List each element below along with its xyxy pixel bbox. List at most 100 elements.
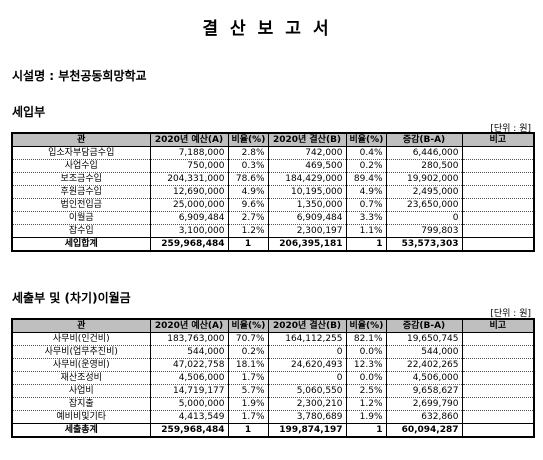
table-row: 예비비및기타 4,413,549 1.7% 3,780,689 1.9% 632,860: [11, 410, 535, 424]
value-cell: 1.7%: [227, 371, 269, 385]
expense-section-title: 세출부 및 (차기)이월금: [12, 291, 131, 305]
value-cell: 0.0%: [345, 371, 387, 385]
value-cell: 4.9%: [345, 185, 387, 199]
value-cell: 2.7%: [227, 211, 269, 225]
value-cell: 18.1%: [227, 358, 269, 372]
value-cell: [461, 358, 535, 372]
category-cell: 사무비(업무추진비): [11, 345, 151, 359]
value-cell: 1: [227, 237, 269, 252]
value-cell: [461, 146, 535, 160]
value-cell: 3,780,689: [267, 410, 347, 424]
table-row: 입소자부담금수입 7,188,000 2.8% 742,000 0.4% 6,446,00…: [11, 146, 535, 160]
table-row: 재산조성비 4,506,000 1.7% 0 0.0% 4,506,000: [11, 371, 535, 385]
value-cell: 1.2%: [345, 397, 387, 411]
value-cell: 259,968,484: [149, 423, 229, 438]
value-cell: 0.0%: [345, 345, 387, 359]
value-cell: 204,331,000: [149, 172, 229, 186]
value-cell: 183,763,000: [149, 332, 229, 346]
value-cell: 0.2%: [227, 345, 269, 359]
value-cell: [461, 345, 535, 359]
value-cell: 1: [227, 423, 269, 438]
value-cell: 742,000: [267, 146, 347, 160]
value-cell: 2.5%: [345, 384, 387, 398]
category-cell: 재산조성비: [11, 371, 151, 385]
value-cell: 19,902,000: [385, 172, 463, 186]
category-cell: 사업수입: [11, 159, 151, 173]
value-cell: 1: [345, 237, 387, 252]
table-row: 보조금수입 204,331,000 78.6% 184,429,000 89.4% 19,…: [11, 172, 535, 186]
value-cell: 2,495,000: [385, 185, 463, 199]
column-header: 비고: [461, 318, 535, 333]
value-cell: 4,413,549: [149, 410, 229, 424]
table-row: 사무비(업무추진비) 544,000 0.2% 0 0.0% 544,000: [11, 345, 535, 359]
value-cell: 89.4%: [345, 172, 387, 186]
column-header: 비율(%): [227, 132, 269, 147]
value-cell: 1.2%: [227, 224, 269, 238]
value-cell: 78.6%: [227, 172, 269, 186]
category-cell: 이월금: [11, 211, 151, 225]
category-cell: 입소자부담금수입: [11, 146, 151, 160]
value-cell: 14,719,177: [149, 384, 229, 398]
value-cell: 1: [345, 423, 387, 438]
value-cell: 5,000,000: [149, 397, 229, 411]
value-cell: 0.3%: [227, 159, 269, 173]
category-cell: 세출총계: [11, 423, 151, 438]
value-cell: 9.6%: [227, 198, 269, 212]
value-cell: 22,402,265: [385, 358, 463, 372]
value-cell: 544,000: [149, 345, 229, 359]
value-cell: 5.7%: [227, 384, 269, 398]
column-header: 증감(B-A): [385, 132, 463, 147]
value-cell: 7,188,000: [149, 146, 229, 160]
value-cell: 0.4%: [345, 146, 387, 160]
income-unit-label: [단위 : 원]: [490, 124, 531, 134]
category-cell: 예비비및기타: [11, 410, 151, 424]
value-cell: [461, 410, 535, 424]
table-row: 이월금 6,909,484 2.7% 6,909,484 3.3% 0: [11, 211, 535, 225]
value-cell: 0.7%: [345, 198, 387, 212]
value-cell: 2,699,790: [385, 397, 463, 411]
value-cell: 1.7%: [227, 410, 269, 424]
column-header: 비율(%): [345, 132, 387, 147]
value-cell: [461, 397, 535, 411]
facility-name: 시설명 : 부천공동희망학교: [12, 69, 147, 83]
value-cell: 4,506,000: [149, 371, 229, 385]
value-cell: 632,860: [385, 410, 463, 424]
column-header: 비율(%): [345, 318, 387, 333]
column-header: 2020년 예산(A): [149, 132, 229, 147]
value-cell: 1.9%: [345, 410, 387, 424]
category-cell: 잡지출: [11, 397, 151, 411]
value-cell: 0: [385, 211, 463, 225]
category-cell: 사무비(인건비): [11, 332, 151, 346]
value-cell: 6,909,484: [149, 211, 229, 225]
total-row: 세입합계 259,968,484 1 206,395,181 1 53,573,303: [11, 237, 535, 252]
income-section-title: 세입부: [12, 105, 46, 119]
value-cell: 24,620,493: [267, 358, 347, 372]
value-cell: [461, 224, 535, 238]
category-cell: 보조금수입: [11, 172, 151, 186]
value-cell: 280,500: [385, 159, 463, 173]
expense-unit-label: [단위 : 원]: [490, 309, 531, 319]
value-cell: 199,874,197: [267, 423, 347, 438]
value-cell: [461, 237, 535, 252]
value-cell: 4,506,000: [385, 371, 463, 385]
value-cell: 1.1%: [345, 224, 387, 238]
expense-header-row: 관 2020년 예산(A) 비율(%) 2020년 결산(B) 비율(%) 증감(B-A)…: [11, 318, 535, 333]
value-cell: 70.7%: [227, 332, 269, 346]
value-cell: 0.2%: [345, 159, 387, 173]
column-header: 2020년 결산(B): [267, 318, 347, 333]
total-row: 세출총계 259,968,484 1 199,874,197 1 60,094,287: [11, 423, 535, 438]
table-row: 잡지출 5,000,000 1.9% 2,300,210 1.2% 2,699,790: [11, 397, 535, 411]
value-cell: 6,446,000: [385, 146, 463, 160]
value-cell: 25,000,000: [149, 198, 229, 212]
value-cell: 53,573,303: [385, 237, 463, 252]
value-cell: 1,350,000: [267, 198, 347, 212]
value-cell: 9,658,627: [385, 384, 463, 398]
value-cell: 3,100,000: [149, 224, 229, 238]
value-cell: [461, 371, 535, 385]
value-cell: 60,094,287: [385, 423, 463, 438]
value-cell: 6,909,484: [267, 211, 347, 225]
value-cell: [461, 159, 535, 173]
value-cell: 206,395,181: [267, 237, 347, 252]
table-row: 사업수입 750,000 0.3% 469,500 0.2% 280,500: [11, 159, 535, 173]
value-cell: [461, 384, 535, 398]
